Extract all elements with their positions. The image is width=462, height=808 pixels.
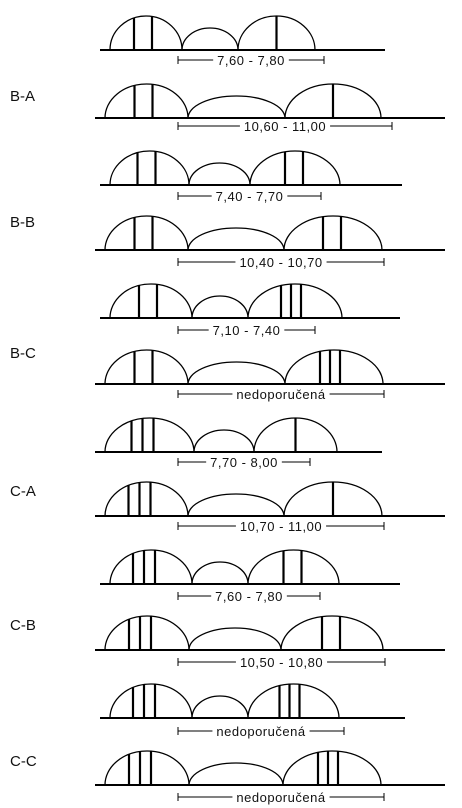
arch-row: 10,70 - 11,00 [95,481,445,534]
dimension-label: 10,60 - 11,00 [244,119,326,134]
dimension-label: nedoporučená [236,387,325,402]
dimension-indicator: 10,40 - 10,70 [177,255,385,270]
config-group: C-C nedoporučená nedoporučená [10,683,445,805]
arch-row: 7,10 - 7,40 [100,283,400,338]
arch-row: 7,70 - 8,00 [95,417,382,470]
arches [109,150,341,186]
dimension-label: 7,40 - 7,70 [216,189,284,204]
dimension-indicator: 10,60 - 11,00 [177,119,393,134]
dimension-label: 10,70 - 11,00 [240,519,322,534]
dimension-indicator: 7,70 - 8,00 [177,455,311,470]
arches [109,283,343,319]
arches [104,417,338,453]
group-label: B-C [10,345,36,362]
group-label: B-A [10,88,35,105]
dimension-indicator: 7,40 - 7,70 [177,189,322,204]
arch-row: 10,40 - 10,70 [95,215,445,270]
dimension-label: 7,10 - 7,40 [213,323,281,338]
dimension-indicator: 10,50 - 10,80 [177,655,386,670]
dimension-label: nedoporučená [236,790,325,805]
arches [104,750,382,786]
dimension-indicator: 7,60 - 7,80 [177,53,325,68]
group-label: B-B [10,214,35,231]
arches [109,15,316,51]
dimension-label: 7,60 - 7,80 [217,53,285,68]
dimension-indicator: nedoporučená [177,790,385,805]
dimension-label: 10,50 - 10,80 [240,655,323,670]
config-group: B-C 7,10 - 7,40 nedoporučená [10,283,445,402]
dimension-indicator: 7,10 - 7,40 [177,323,316,338]
dimension-indicator: 7,60 - 7,80 [177,589,321,604]
arch-row: nedoporučená [95,349,445,402]
dimension-indicator: nedoporučená [177,724,345,739]
arches [104,615,384,651]
arches [109,549,340,585]
arches [109,683,340,719]
dimension-label: 7,60 - 7,80 [215,589,283,604]
config-group: C-B 7,60 - 7,80 10,50 - 10,80 [10,549,445,670]
arch-row: 7,60 - 7,80 [100,549,400,604]
arch-row: nedoporučená [95,750,445,805]
group-label: C-B [10,617,36,634]
config-group: B-B 7,40 - 7,70 10,40 - 10,70 [10,150,445,270]
dimension-label: 7,70 - 8,00 [210,455,278,470]
dimension-indicator: 10,70 - 11,00 [177,519,385,534]
arch-row: 10,60 - 11,00 [95,83,445,134]
dimension-label: 10,40 - 10,70 [239,255,322,270]
config-group: C-A 7,70 - 8,00 10,70 - 11,00 [10,417,445,534]
arch-row: 7,60 - 7,80 [100,15,385,68]
dimension-indicator: nedoporučená [177,387,385,402]
config-group: B-A 7,60 - 7,80 10,60 - 11,00 [10,15,445,134]
arches [104,215,383,251]
dimension-label: nedoporučená [216,724,305,739]
group-label: C-C [10,753,37,770]
arch-row: 10,50 - 10,80 [95,615,445,670]
arches [104,349,384,385]
arch-row: nedoporučená [100,683,405,739]
arch-row: 7,40 - 7,70 [100,150,402,204]
arches [104,83,382,119]
arches [104,481,383,517]
group-label: C-A [10,483,36,500]
